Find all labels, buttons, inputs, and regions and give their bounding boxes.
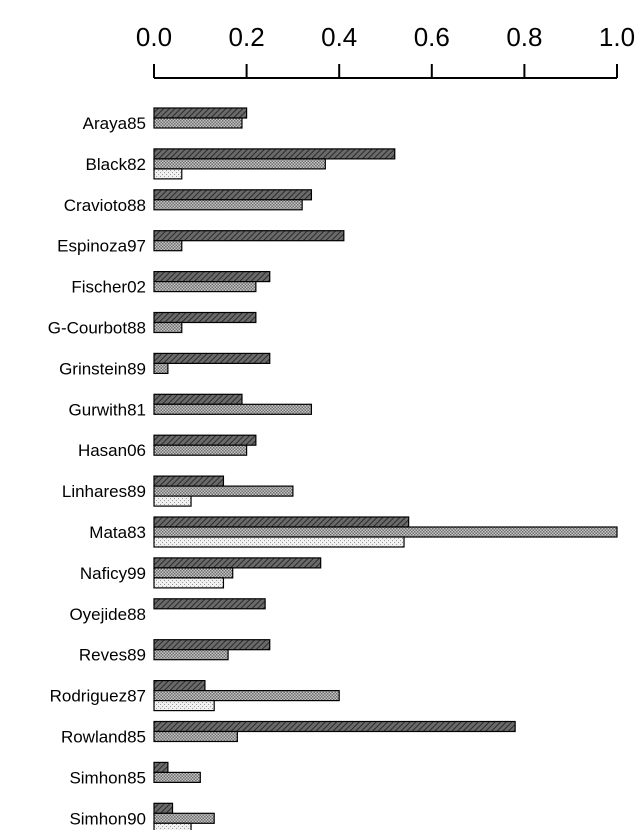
x-tick-label: 0.6 [414, 22, 450, 52]
category-label: G-Courbot88 [48, 319, 146, 338]
bar-series-2 [153, 117, 243, 129]
bar-series-1 [153, 148, 396, 160]
bar-series-2 [153, 158, 326, 170]
bar-series-1 [153, 720, 516, 733]
x-axis: 0.0 0.2 0.4 0.6 0.8 1.0 [136, 22, 635, 79]
bar-series-2 [153, 240, 183, 252]
bar-series-1 [153, 107, 248, 119]
bar-series-2 [153, 771, 201, 784]
bar-series-1 [153, 802, 174, 814]
bar-series-3 [153, 536, 405, 548]
bar-series-2 [153, 485, 294, 497]
bar-series-1 [153, 639, 271, 651]
bar-series-3 [153, 495, 192, 507]
category-label: Black82 [86, 155, 146, 174]
category-label: Simhon90 [69, 809, 146, 828]
category-label: Mata83 [89, 523, 146, 542]
category-label: Linhares89 [62, 482, 146, 501]
bar-series-2 [153, 526, 618, 538]
bar-series-2 [153, 444, 248, 456]
x-tick-label: 1.0 [599, 22, 635, 52]
bar-series-1 [153, 393, 243, 405]
category-label: Rowland85 [61, 728, 146, 747]
bar-series-1 [153, 230, 345, 242]
x-tick-label: 0.0 [136, 22, 172, 52]
bar-series-1 [153, 516, 410, 528]
bar-series-2 [153, 689, 340, 702]
category-label: Fischer02 [71, 278, 146, 297]
bar-series-1 [153, 352, 271, 364]
x-tick-label: 0.4 [321, 22, 357, 52]
category-label: Araya85 [83, 114, 146, 133]
bar-series-2 [153, 730, 238, 743]
bar-series-1 [153, 311, 257, 324]
bar-series-3 [153, 699, 215, 712]
bar-series-1 [153, 189, 313, 201]
bar-series-1 [153, 475, 225, 487]
x-tick-label: 0.2 [229, 22, 265, 52]
bars [153, 107, 618, 830]
bar-series-2 [153, 567, 234, 579]
category-label: Simhon85 [69, 768, 146, 787]
x-tick-label: 0.8 [506, 22, 542, 52]
bar-series-1 [153, 761, 169, 774]
bar-series-2 [153, 403, 313, 415]
category-labels: Araya85 Black82 Cravioto88 Espinoza97 Fische… [48, 114, 146, 828]
category-label: Hasan06 [78, 441, 146, 460]
category-label: Rodriguez87 [50, 687, 146, 706]
bar-series-1 [153, 434, 257, 446]
bar-series-1 [153, 598, 266, 610]
bar-series-2 [153, 812, 215, 824]
bar-series-3 [153, 822, 192, 830]
category-label: Gurwith81 [69, 400, 146, 419]
category-label: Oyejide88 [69, 605, 146, 624]
bar-series-2 [153, 362, 169, 374]
category-label: Naficy99 [80, 564, 146, 583]
bar-series-1 [153, 271, 271, 283]
bar-series-2 [153, 649, 229, 661]
bar-series-3 [153, 577, 225, 589]
bar-series-2 [153, 199, 303, 211]
category-label: Cravioto88 [64, 196, 146, 215]
bar-series-2 [153, 321, 183, 334]
bar-series-2 [153, 281, 257, 293]
category-label: Espinoza97 [57, 237, 146, 256]
category-label: Grinstein89 [59, 359, 146, 378]
category-label: Reves89 [79, 646, 146, 665]
bar-series-1 [153, 679, 206, 692]
bar-series-3 [153, 168, 183, 180]
bar-series-1 [153, 557, 322, 569]
